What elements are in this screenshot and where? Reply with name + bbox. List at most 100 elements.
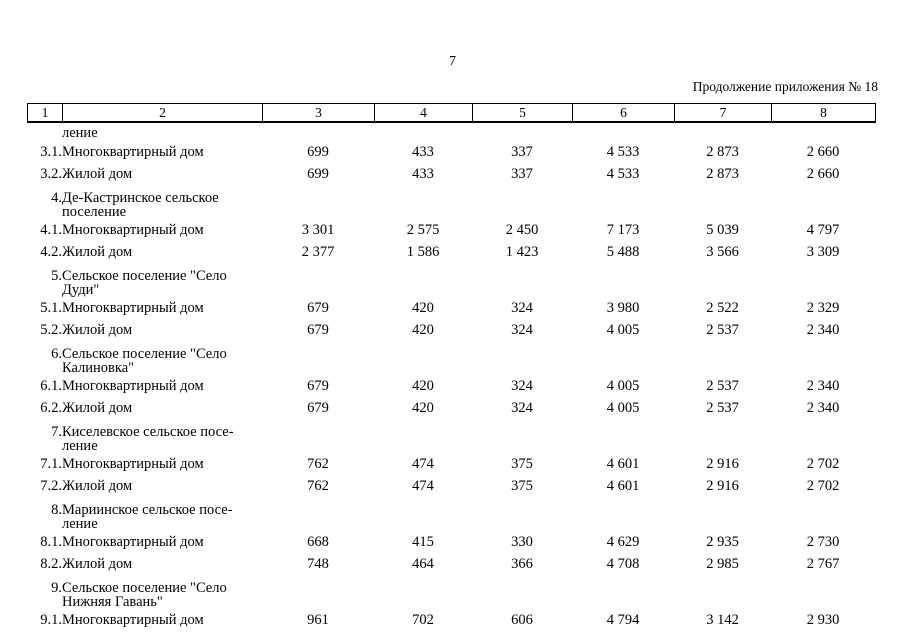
table-row: 8.1. Многоквартирный дом 668 415 330 4 629 2 9…	[27, 532, 875, 554]
row-name: Мариинское сельское посе-ление	[62, 498, 262, 532]
row-number: 4.	[51, 190, 62, 206]
row-number: 4.1.	[40, 222, 62, 238]
value-cell: 2 873	[706, 144, 739, 160]
value-cell: 464	[412, 556, 434, 572]
value-cell: 4 005	[606, 322, 640, 338]
table-row: 8.2. Жилой дом 748 464 366 4 708 2 985 2 767	[27, 554, 875, 576]
value-cell: 4 601	[606, 456, 640, 472]
value-cell: 420	[412, 378, 434, 394]
row-number: 3.2.	[40, 166, 62, 182]
value-cell: 375	[511, 456, 533, 472]
row-name: Многоквартирный дом	[62, 376, 262, 398]
table-row: 3.2. Жилой дом 699 433 337 4 533 2 873 2 660	[27, 164, 875, 186]
row-name: Сельское поселение "Село Нижняя Гавань"	[62, 576, 262, 610]
value-cell: 324	[511, 300, 533, 316]
group-row: 9. Сельское поселение "Село Нижняя Гавань"	[27, 576, 875, 610]
value-cell	[572, 342, 674, 376]
row-number: 5.	[51, 268, 62, 284]
value-cell	[771, 264, 875, 298]
value-cell	[572, 498, 674, 532]
value-cell	[472, 576, 572, 610]
value-cell: 679	[307, 322, 329, 338]
value-cell: 2 329	[806, 300, 840, 316]
name-line: Жилой дом	[62, 556, 133, 572]
row-number: 6.1.	[40, 378, 62, 394]
column-header: 5	[472, 103, 573, 123]
value-cell: 679	[307, 300, 329, 316]
row-name: Жилой дом	[62, 554, 262, 576]
row-name: Сельское поселение "Село Калиновка"	[62, 342, 262, 376]
value-cell	[771, 186, 875, 220]
row-number: 7.2.	[40, 478, 62, 494]
row-name: Жилой дом	[62, 242, 262, 264]
table-row: 6.1. Многоквартирный дом 679 420 324 4 005 2 5…	[27, 376, 875, 398]
value-cell: 420	[412, 400, 434, 416]
value-cell	[374, 576, 472, 610]
value-cell: 4 005	[606, 400, 640, 416]
value-cell: 2 935	[706, 534, 739, 550]
value-cell	[472, 124, 572, 142]
name-line: Киселевское сельское посе-	[62, 424, 234, 440]
value-cell	[262, 342, 374, 376]
value-cell	[374, 420, 472, 454]
carryover-row: ление	[27, 124, 875, 142]
row-name: Многоквартирный дом	[62, 532, 262, 554]
name-line: Многоквартирный дом	[62, 612, 204, 628]
name-line: Сельское поселение "Село	[62, 580, 227, 596]
name-line: поселение	[62, 204, 127, 220]
row-name: Киселевское сельское посе-ление	[62, 420, 262, 454]
row-number: 8.1.	[40, 534, 62, 550]
row-name: Многоквартирный дом	[62, 610, 262, 632]
name-line: ление	[62, 516, 98, 532]
value-cell	[674, 342, 771, 376]
name-line: Мариинское сельское посе-	[62, 502, 233, 518]
value-cell	[674, 124, 771, 142]
value-cell: 4 005	[606, 378, 640, 394]
value-cell: 2 340	[806, 378, 840, 394]
row-number: 5.2.	[40, 322, 62, 338]
column-header: 6	[572, 103, 675, 123]
value-cell: 3 980	[606, 300, 640, 316]
value-cell	[374, 498, 472, 532]
group-row: 7. Киселевское сельское посе-ление	[27, 420, 875, 454]
row-number: 8.	[51, 502, 62, 518]
row-number: 6.	[51, 346, 62, 362]
table-row: 7.2. Жилой дом 762 474 375 4 601 2 916 2 702	[27, 476, 875, 498]
value-cell: 2 730	[806, 534, 840, 550]
value-cell	[771, 420, 875, 454]
value-cell: 699	[307, 166, 329, 182]
value-cell: 2 916	[706, 456, 739, 472]
table-row: 6.2. Жилой дом 679 420 324 4 005 2 537 2 340	[27, 398, 875, 420]
name-line: Сельское поселение "Село	[62, 268, 227, 284]
value-cell	[572, 186, 674, 220]
value-cell: 324	[511, 322, 533, 338]
value-cell	[572, 576, 674, 610]
value-cell	[374, 264, 472, 298]
value-cell	[572, 420, 674, 454]
value-cell	[674, 576, 771, 610]
row-number	[27, 124, 62, 142]
value-cell	[472, 264, 572, 298]
value-cell: 420	[412, 322, 434, 338]
name-line: Многоквартирный дом	[62, 456, 204, 472]
value-cell	[472, 420, 572, 454]
value-cell: 3 301	[301, 222, 335, 238]
name-line: Жилой дом	[62, 166, 133, 182]
value-cell: 433	[412, 144, 434, 160]
value-cell: 2 537	[706, 400, 739, 416]
value-cell: 2 660	[806, 144, 840, 160]
value-cell: 679	[307, 378, 329, 394]
value-cell: 2 660	[806, 166, 840, 182]
name-line: Многоквартирный дом	[62, 144, 204, 160]
value-cell: 366	[511, 556, 533, 572]
value-cell: 606	[511, 612, 533, 628]
row-number: 9.1.	[40, 612, 62, 628]
table-body: ление 3.1. Многоквартирный дом 699 433 337 4 5…	[27, 124, 875, 632]
value-cell: 2 916	[706, 478, 739, 494]
value-cell: 762	[307, 478, 329, 494]
column-header: 2	[62, 103, 263, 123]
row-name: Де-Кастринское сельское поселение	[62, 186, 262, 220]
value-cell	[674, 420, 771, 454]
value-cell: 433	[412, 166, 434, 182]
row-name: Жилой дом	[62, 476, 262, 498]
